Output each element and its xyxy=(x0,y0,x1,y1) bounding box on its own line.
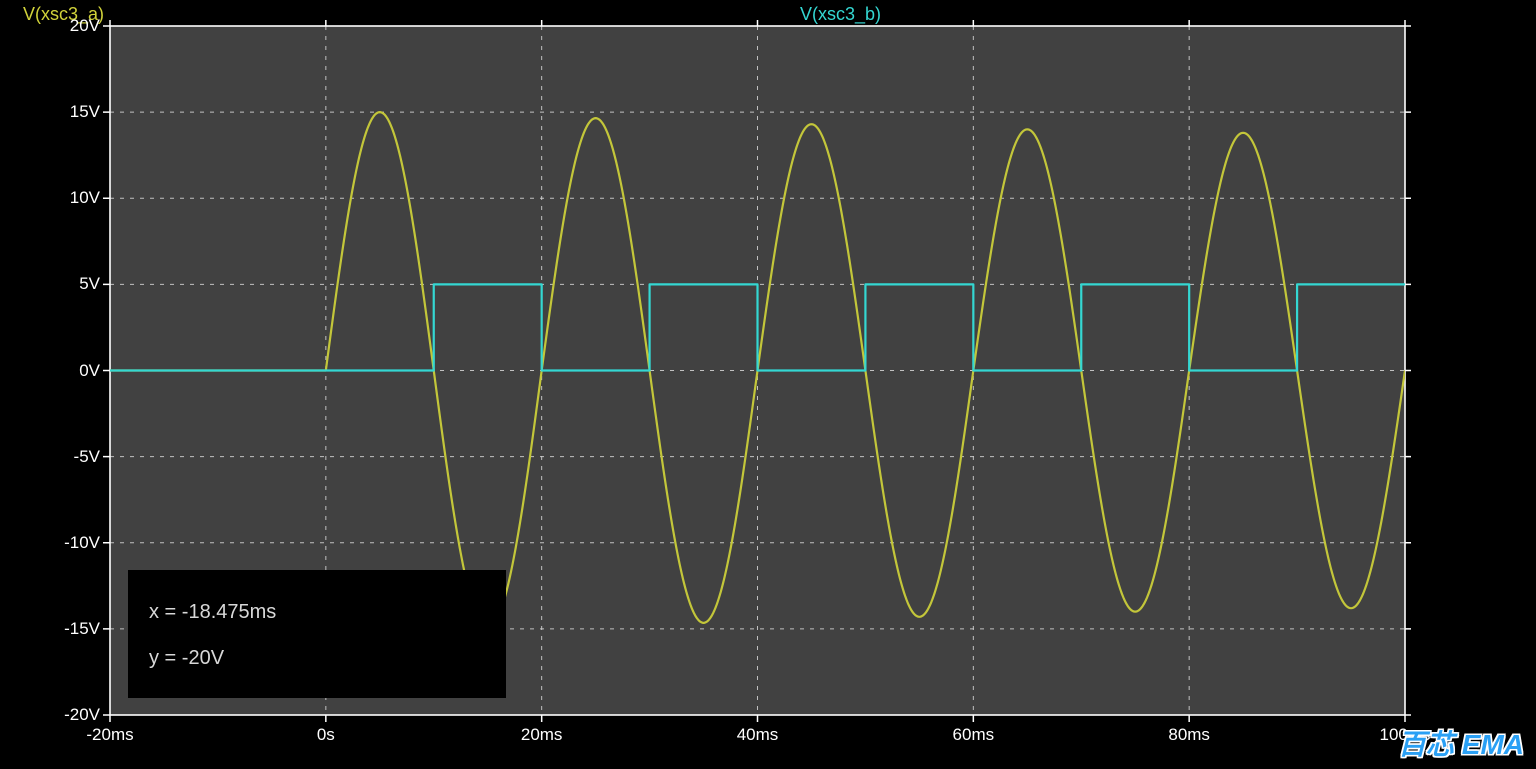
y-tick-label: 5V xyxy=(79,274,100,294)
x-tick-label: 60ms xyxy=(943,725,1003,745)
y-tick-label: 20V xyxy=(70,16,100,36)
trace-b-label[interactable]: V(xsc3_b) xyxy=(800,4,881,25)
y-tick-label: -10V xyxy=(64,533,100,553)
y-tick-label: -15V xyxy=(64,619,100,639)
y-tick-label: 0V xyxy=(79,361,100,381)
x-tick-label: -20ms xyxy=(80,725,140,745)
cursor-readout[interactable]: x = -18.475ms y = -20V xyxy=(128,570,506,698)
y-tick-label: 10V xyxy=(70,188,100,208)
x-tick-label: 20ms xyxy=(512,725,572,745)
y-tick-label: -20V xyxy=(64,705,100,725)
x-tick-label: 80ms xyxy=(1159,725,1219,745)
cursor-y-value: y = -20V xyxy=(149,635,485,681)
y-tick-label: -5V xyxy=(74,447,100,467)
watermark-logo: 百芯 EMA xyxy=(1398,723,1524,763)
oscilloscope-plot[interactable]: V(xsc3_a) V(xsc3_b) 20V15V10V5V0V-5V-10V… xyxy=(0,0,1536,769)
x-tick-label: 40ms xyxy=(728,725,788,745)
y-tick-label: 15V xyxy=(70,102,100,122)
x-tick-label: 0s xyxy=(296,725,356,745)
cursor-x-value: x = -18.475ms xyxy=(149,589,485,635)
